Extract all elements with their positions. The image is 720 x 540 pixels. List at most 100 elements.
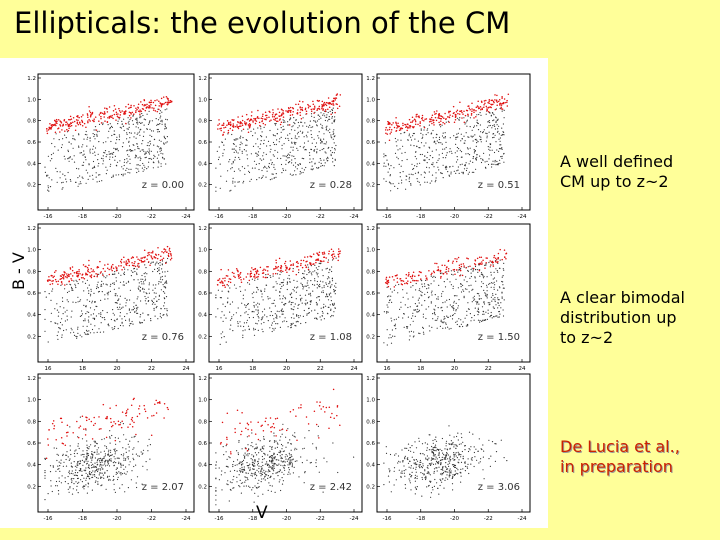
point-elliptical bbox=[267, 265, 269, 268]
point-elliptical bbox=[155, 399, 157, 402]
point-elliptical bbox=[236, 269, 239, 271]
point-all bbox=[291, 126, 293, 128]
point-all bbox=[299, 163, 301, 165]
point-all bbox=[390, 165, 392, 167]
point-all bbox=[265, 176, 267, 178]
point-all bbox=[242, 459, 245, 461]
point-all bbox=[140, 116, 142, 118]
point-elliptical bbox=[162, 103, 164, 105]
point-all bbox=[325, 282, 327, 284]
point-all bbox=[293, 117, 295, 119]
point-all bbox=[278, 310, 280, 313]
point-all bbox=[397, 158, 399, 160]
point-all bbox=[492, 306, 494, 308]
point-all bbox=[503, 269, 505, 271]
point-elliptical bbox=[454, 257, 456, 260]
point-all bbox=[122, 142, 124, 144]
point-all bbox=[298, 303, 300, 306]
point-elliptical bbox=[499, 248, 501, 251]
point-all bbox=[445, 121, 447, 123]
point-elliptical bbox=[152, 101, 155, 104]
point-all bbox=[232, 479, 234, 481]
point-all bbox=[321, 269, 323, 271]
point-all bbox=[83, 161, 85, 163]
point-all bbox=[261, 318, 263, 320]
point-all bbox=[111, 273, 114, 275]
point-all bbox=[222, 320, 224, 322]
point-all bbox=[495, 141, 497, 143]
point-elliptical bbox=[83, 428, 85, 430]
point-all bbox=[108, 153, 110, 155]
point-all bbox=[240, 135, 242, 137]
point-all bbox=[323, 143, 325, 145]
point-elliptical bbox=[415, 116, 417, 118]
point-all bbox=[404, 304, 406, 306]
point-all bbox=[148, 110, 150, 112]
point-all bbox=[263, 139, 265, 141]
point-elliptical bbox=[388, 139, 391, 142]
point-all bbox=[435, 136, 437, 139]
point-all bbox=[123, 129, 125, 132]
point-all bbox=[164, 138, 166, 140]
point-all bbox=[243, 485, 245, 487]
point-all bbox=[230, 489, 232, 491]
point-all bbox=[166, 315, 168, 317]
point-elliptical bbox=[153, 256, 156, 258]
point-all bbox=[316, 287, 318, 289]
point-all bbox=[89, 140, 91, 142]
point-all bbox=[70, 453, 72, 456]
point-all bbox=[220, 175, 222, 177]
point-all bbox=[271, 322, 273, 324]
point-elliptical bbox=[96, 267, 98, 269]
point-all bbox=[417, 308, 419, 310]
point-all bbox=[126, 456, 128, 458]
point-all bbox=[331, 266, 333, 268]
point-all bbox=[334, 149, 336, 151]
point-all bbox=[300, 322, 302, 325]
point-elliptical bbox=[462, 263, 465, 265]
point-all bbox=[113, 273, 115, 275]
point-all bbox=[105, 156, 107, 158]
point-all bbox=[145, 461, 147, 463]
point-all bbox=[454, 312, 456, 315]
point-elliptical bbox=[497, 252, 500, 255]
point-elliptical bbox=[55, 439, 57, 441]
point-elliptical bbox=[393, 286, 396, 288]
point-all bbox=[104, 472, 106, 474]
point-all bbox=[105, 446, 107, 448]
point-all bbox=[107, 475, 109, 477]
point-all bbox=[473, 149, 475, 151]
point-all bbox=[445, 141, 447, 143]
point-all bbox=[103, 477, 105, 479]
point-elliptical bbox=[386, 282, 388, 285]
y-tick-label: 0.2 bbox=[27, 334, 36, 340]
point-all bbox=[165, 261, 167, 263]
point-elliptical bbox=[96, 273, 99, 276]
point-elliptical bbox=[504, 101, 506, 104]
point-all bbox=[396, 156, 398, 158]
point-elliptical bbox=[131, 261, 133, 264]
point-elliptical bbox=[98, 428, 101, 430]
point-all bbox=[219, 187, 221, 189]
point-all bbox=[74, 472, 76, 474]
point-elliptical bbox=[100, 122, 103, 124]
point-all bbox=[44, 477, 46, 479]
point-all bbox=[272, 275, 274, 277]
point-elliptical bbox=[338, 105, 341, 108]
point-elliptical bbox=[317, 259, 319, 262]
point-all bbox=[132, 323, 134, 325]
point-all bbox=[260, 323, 262, 325]
point-all bbox=[402, 296, 404, 298]
point-all bbox=[399, 176, 401, 178]
point-all bbox=[139, 134, 141, 136]
point-all bbox=[97, 469, 99, 471]
point-elliptical bbox=[443, 117, 445, 119]
point-all bbox=[296, 168, 298, 170]
point-elliptical bbox=[272, 273, 274, 275]
point-all bbox=[145, 267, 147, 269]
y-tick-label: 0.4 bbox=[198, 313, 207, 319]
point-all bbox=[469, 160, 471, 162]
point-all bbox=[323, 286, 325, 288]
point-elliptical bbox=[289, 267, 291, 269]
point-all bbox=[266, 316, 268, 318]
